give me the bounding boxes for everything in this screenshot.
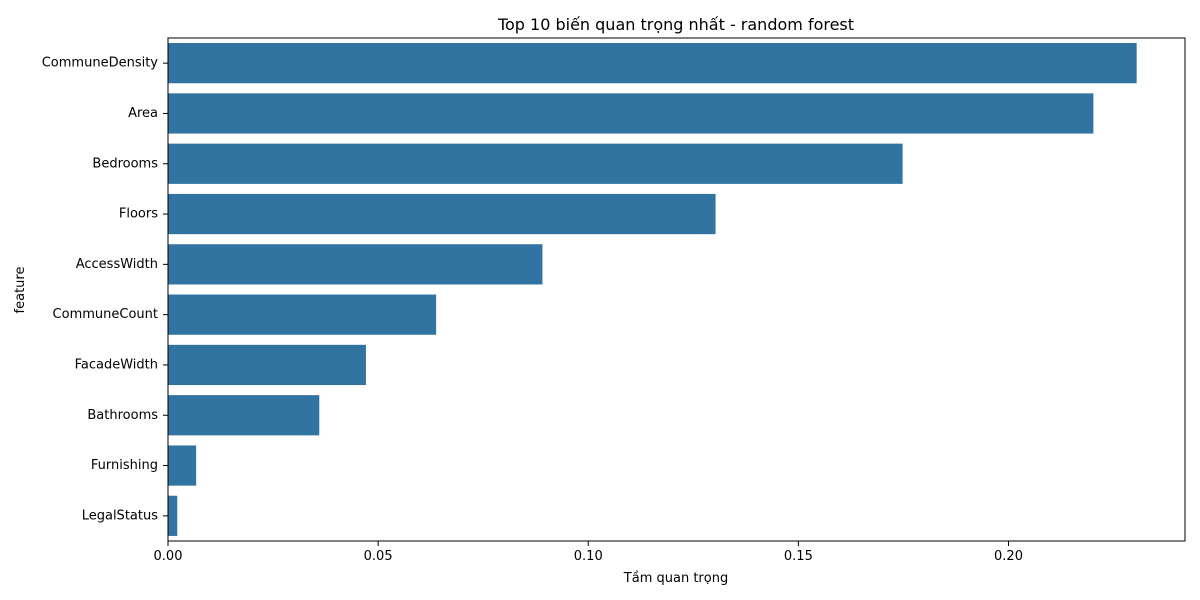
- y-tick-label: FacadeWidth: [75, 357, 158, 372]
- bar-facadewidth: [168, 344, 366, 386]
- bar-bedrooms: [168, 143, 903, 184]
- y-tick-label: AccessWidth: [76, 257, 158, 272]
- y-tick-label: Furnishing: [91, 458, 158, 473]
- x-tick-label: 0.00: [154, 549, 183, 564]
- bar-communedensity: [168, 43, 1137, 84]
- chart-title: Top 10 biến quan trọng nhất - random for…: [497, 15, 854, 34]
- y-tick-label: Floors: [119, 207, 158, 222]
- x-tick-label: 0.15: [784, 549, 813, 564]
- x-axis-label: Tầm quan trọng: [623, 571, 728, 586]
- x-tick-label: 0.10: [574, 549, 603, 564]
- y-tick-label: CommuneDensity: [42, 56, 159, 71]
- y-axis-label: feature: [13, 267, 28, 314]
- bar-communecount: [168, 294, 437, 335]
- bars-group: [168, 43, 1137, 536]
- x-tick-label: 0.20: [994, 549, 1023, 564]
- bar-floors: [168, 193, 716, 235]
- x-axis-ticks: 0.00 0.05 0.10 0.15 0.20: [154, 541, 1023, 564]
- bar-area: [168, 93, 1094, 134]
- bar-accesswidth: [168, 244, 543, 285]
- y-tick-label: Bedrooms: [92, 156, 158, 171]
- bar-bathrooms: [168, 395, 320, 436]
- y-axis-ticks: CommuneDensity Area Bedrooms Floors AccessWi…: [42, 56, 168, 523]
- plot-frame: [167, 37, 1186, 542]
- x-tick-label: 0.05: [364, 549, 393, 564]
- y-tick-label: CommuneCount: [53, 307, 158, 322]
- y-tick-label: Area: [128, 106, 158, 121]
- bar-furnishing: [168, 445, 197, 486]
- bar-legalstatus: [168, 495, 178, 536]
- y-tick-label: LegalStatus: [82, 508, 158, 523]
- y-tick-label: Bathrooms: [87, 408, 158, 423]
